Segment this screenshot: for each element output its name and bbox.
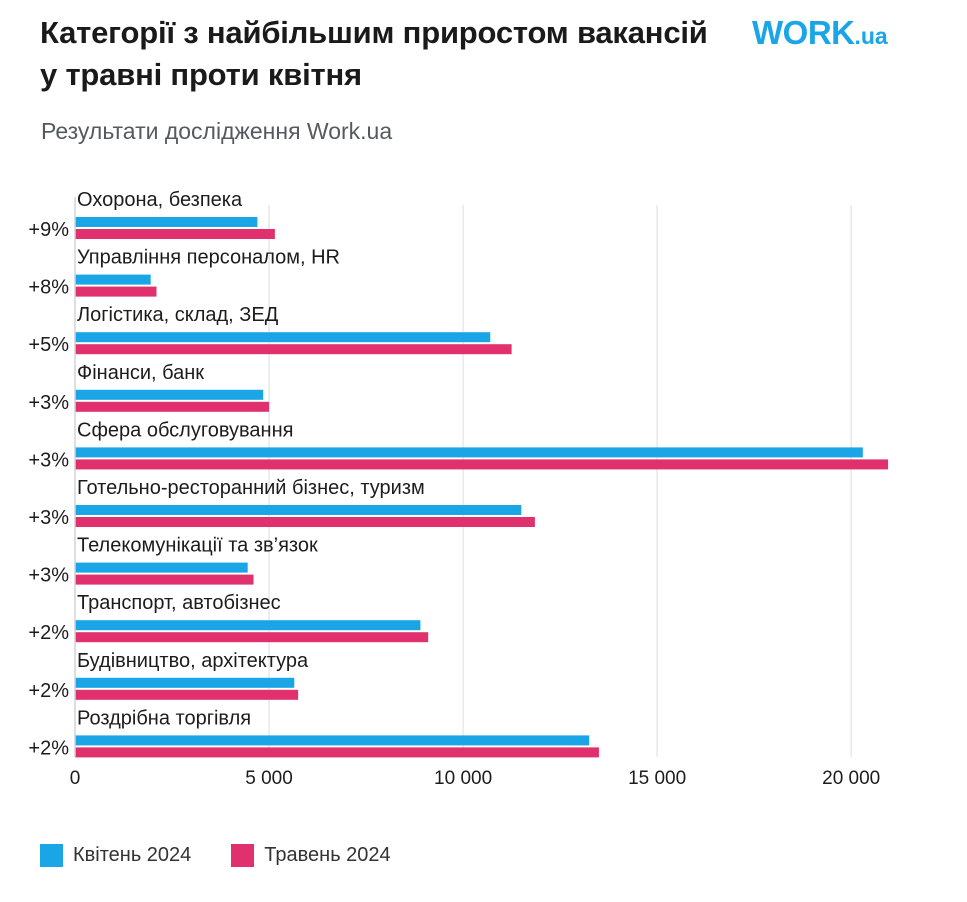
- bar-may: [75, 517, 535, 527]
- category-label: Логістика, склад, ЗЕД: [77, 304, 279, 326]
- logo-main-text: WORK: [752, 14, 855, 51]
- growth-label: +8%: [28, 277, 69, 299]
- growth-label: +5%: [28, 334, 69, 356]
- bar-may: [75, 286, 157, 297]
- bar-april: [75, 332, 491, 343]
- growth-label: +2%: [28, 622, 69, 644]
- bar-april: [75, 389, 264, 400]
- growth-label: +2%: [28, 737, 69, 759]
- x-tick-label: 10 000: [434, 768, 492, 789]
- bar-april: [75, 620, 421, 631]
- x-tick-label: 20 000: [822, 768, 880, 789]
- bar-april: [75, 735, 590, 746]
- bar-april: [75, 677, 295, 688]
- growth-label: +9%: [28, 219, 69, 241]
- bar-april: [75, 447, 863, 458]
- bar-april: [75, 505, 522, 515]
- legend-item-april: Квітень 2024: [40, 844, 191, 867]
- bar-may: [75, 229, 275, 239]
- category-label: Готельно-ресторанний бізнес, туризм: [77, 477, 425, 499]
- legend-swatch-april: [40, 844, 63, 867]
- legend-label-may: Травень 2024: [264, 844, 391, 866]
- growth-label: +3%: [28, 507, 69, 529]
- category-label: Фінанси, банк: [77, 362, 204, 384]
- category-label: Телекомунікації та зв’язок: [77, 535, 318, 557]
- growth-label: +3%: [28, 449, 69, 471]
- legend-swatch-may: [231, 844, 255, 867]
- workua-logo: WORK .ua: [752, 14, 888, 54]
- bar-may: [75, 689, 299, 700]
- bar-may: [75, 344, 512, 355]
- bar-may: [75, 401, 270, 412]
- category-label: Сфера обслуговування: [77, 419, 293, 441]
- x-tick-label: 0: [70, 768, 81, 789]
- category-label: Транспорт, автобізнес: [77, 592, 281, 614]
- bar-may: [75, 574, 254, 585]
- logo-tld-text: .ua: [854, 23, 888, 49]
- bar-may: [75, 632, 429, 643]
- chart-title: Категорії з найбільшим приростом вакансі…: [40, 15, 708, 92]
- growth-label: +2%: [28, 680, 69, 702]
- x-tick-label: 15 000: [628, 768, 686, 789]
- legend-item-may: Травень 2024: [231, 844, 391, 867]
- bar-april: [75, 217, 258, 227]
- chart-subtitle: Результати дослідження Work.ua: [41, 118, 393, 144]
- category-label: Управління персоналом, HR: [77, 247, 340, 269]
- bar-chart: Охорона, безпека +9% Управління персоналом…: [28, 189, 889, 789]
- bar-april: [75, 562, 248, 573]
- bar-may: [75, 747, 599, 758]
- bar-april: [75, 274, 151, 285]
- category-label: Роздрібна торгівля: [77, 707, 251, 729]
- bar-may: [75, 459, 889, 470]
- x-tick-label: 5 000: [245, 768, 293, 789]
- category-label: Будівництво, архітектура: [77, 650, 309, 672]
- legend: Квітень 2024 Травень 2024: [40, 844, 431, 867]
- growth-label: +3%: [28, 565, 69, 587]
- growth-label: +3%: [28, 392, 69, 414]
- category-label: Охорона, безпека: [77, 189, 243, 211]
- legend-label-april: Квітень 2024: [73, 844, 192, 866]
